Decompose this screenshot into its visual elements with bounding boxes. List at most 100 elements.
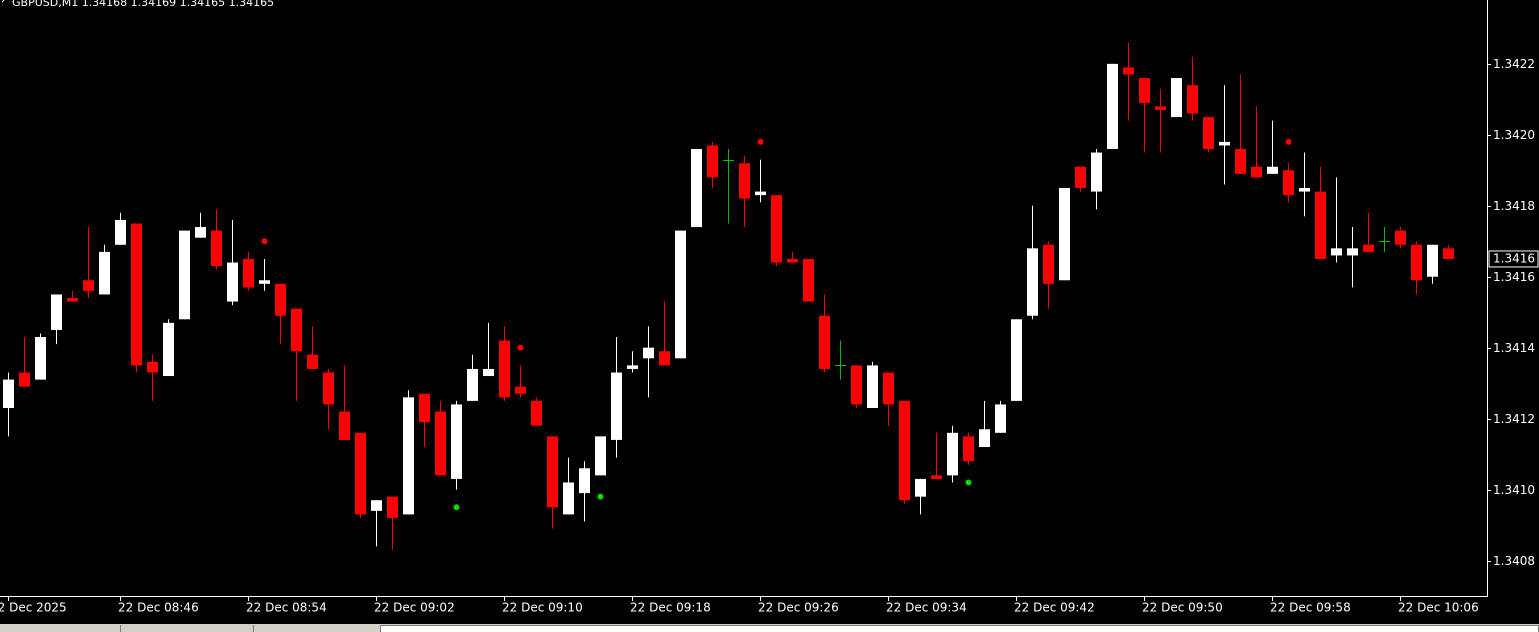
candle-body	[83, 280, 94, 291]
candle-body	[659, 351, 670, 366]
y-tick-label: 1.3408	[1493, 554, 1535, 568]
candle-body	[451, 404, 462, 479]
y-tick-label: 1.3416	[1493, 270, 1535, 284]
current-price-label: 1.3416	[1493, 251, 1535, 265]
candle-body	[67, 298, 78, 302]
x-tick-label: 22 Dec 09:26	[758, 601, 839, 615]
candle-body	[323, 372, 334, 405]
candle-body	[995, 404, 1006, 433]
signal-dot	[517, 344, 524, 351]
candle-body	[611, 372, 622, 440]
candle-body	[403, 397, 414, 515]
x-tick-label: 22 Dec 09:58	[1270, 601, 1351, 615]
candle-body	[227, 262, 238, 302]
x-tick-label: 22 Dec 08:54	[246, 601, 327, 615]
candle-body	[515, 386, 526, 394]
candle-body	[1267, 166, 1278, 174]
candle-body	[339, 411, 350, 440]
candle-body	[643, 347, 654, 359]
y-tick-label: 1.3418	[1493, 199, 1535, 213]
candle-body	[1171, 78, 1182, 118]
candle-body	[467, 368, 478, 401]
candle-body	[867, 365, 878, 408]
y-tick-label: 1.3420	[1493, 128, 1535, 142]
candle-body	[1443, 248, 1454, 259]
candle-body	[259, 280, 270, 284]
candle-body	[739, 163, 750, 199]
candle-body	[1059, 188, 1070, 281]
candle-body	[371, 500, 382, 511]
candle-body	[419, 393, 430, 423]
x-tick-label: 22 Dec 09:50	[1142, 601, 1223, 615]
candle-body	[1235, 149, 1246, 174]
candle-body	[1283, 170, 1294, 196]
x-tick-label: 22 Dec 09:02	[374, 601, 455, 615]
candle-body	[819, 315, 830, 369]
candle-body	[211, 230, 222, 267]
candle-body	[707, 145, 718, 178]
y-tick-label: 1.3422	[1493, 57, 1535, 71]
candle-body	[355, 432, 366, 515]
candle-body	[755, 191, 766, 196]
candle-body	[691, 149, 702, 228]
candle-body	[291, 308, 302, 352]
candle-body	[1139, 78, 1150, 103]
signal-dot	[757, 138, 764, 145]
candle-body	[163, 322, 174, 377]
signal-dot	[261, 238, 268, 245]
candle-body	[1427, 244, 1438, 277]
scrollbar[interactable]	[380, 625, 1539, 632]
candle-body	[1075, 166, 1086, 189]
x-tick-label: 22 Dec 09:18	[630, 601, 711, 615]
candle-body	[883, 372, 894, 405]
candle-body	[1219, 141, 1230, 146]
candle-body	[1043, 244, 1054, 284]
candle-body	[275, 283, 286, 316]
x-tick-label: 22 Dec 2025	[0, 601, 67, 615]
candle-body	[115, 219, 126, 245]
candle-body	[675, 230, 686, 359]
candle-body	[1027, 248, 1038, 316]
candle-body	[771, 195, 782, 263]
candle-body	[947, 432, 958, 476]
candle-body	[851, 365, 862, 405]
candle-body	[1091, 152, 1102, 192]
candle-body	[1011, 319, 1022, 401]
candle-body	[979, 429, 990, 447]
candle-body	[803, 258, 814, 302]
candle-body	[1251, 166, 1262, 178]
x-tick-label: 22 Dec 08:46	[118, 601, 199, 615]
candle-body	[931, 475, 942, 479]
candle-body	[563, 482, 574, 515]
candle-body	[963, 436, 974, 462]
candle-body	[1347, 248, 1358, 256]
candle-body	[179, 230, 190, 320]
candle-body	[147, 361, 158, 373]
signal-dot	[965, 479, 972, 486]
y-tick-label: 1.3414	[1493, 341, 1535, 355]
x-tick-label: 22 Dec 09:10	[502, 601, 583, 615]
candle-body	[19, 372, 30, 387]
candle-body	[1107, 63, 1118, 149]
candle-body	[547, 436, 558, 508]
candle-body	[1395, 230, 1406, 245]
candle-body	[1411, 244, 1422, 281]
candle-body	[787, 258, 798, 263]
candle-body	[899, 400, 910, 501]
candle-body	[1315, 191, 1326, 259]
x-tick-label: 22 Dec 09:42	[1014, 601, 1095, 615]
candle-body	[915, 478, 926, 497]
candle-body	[1187, 85, 1198, 114]
candle-body	[595, 436, 606, 476]
candle-body	[579, 468, 590, 494]
signal-dot	[1285, 138, 1292, 145]
candle-body	[1331, 248, 1342, 256]
signal-dot	[453, 504, 460, 511]
candle-body	[131, 223, 142, 366]
candle-body	[1123, 67, 1134, 75]
candle-body	[3, 379, 14, 408]
candle-body	[435, 411, 446, 476]
